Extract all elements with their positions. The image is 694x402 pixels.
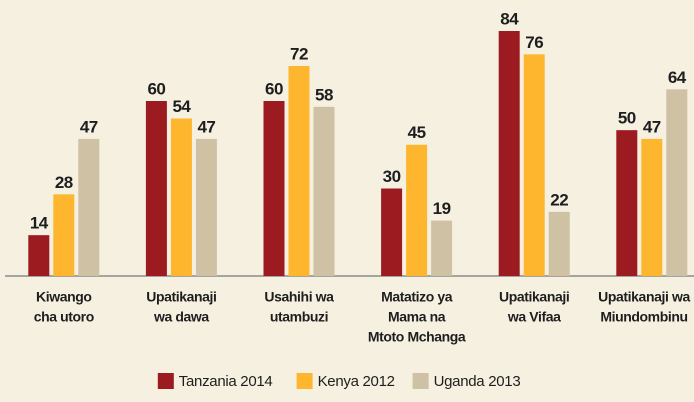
bar — [195, 138, 217, 276]
data-label: 76 — [525, 33, 543, 52]
bar — [498, 31, 520, 276]
bar — [523, 54, 545, 277]
data-label: 14 — [30, 214, 49, 233]
bar — [263, 101, 285, 276]
bar — [666, 89, 688, 276]
bar — [431, 220, 453, 276]
legend-label: Uganda 2013 — [434, 373, 521, 390]
legend-swatch — [296, 373, 313, 389]
x-tick-label: wa Vifaa — [507, 309, 561, 325]
x-tick-label: Mama na — [388, 309, 446, 325]
bar — [288, 66, 310, 276]
data-label: 19 — [433, 199, 451, 218]
bar — [145, 101, 167, 276]
x-tick-label: Kiwango — [36, 289, 92, 305]
data-label: 60 — [265, 79, 283, 98]
data-label: 47 — [80, 117, 98, 136]
x-tick-label: Mtoto Mchanga — [368, 329, 466, 345]
bar — [170, 118, 192, 276]
data-label: 84 — [500, 9, 519, 28]
x-tick-label: Upatikanaji — [499, 289, 569, 305]
data-label: 58 — [315, 85, 333, 104]
x-tick-label: utambuzi — [270, 309, 328, 325]
bar — [53, 194, 75, 276]
data-label: 60 — [147, 79, 165, 98]
data-label: 54 — [172, 97, 191, 116]
data-label: 47 — [197, 117, 215, 136]
x-tick-label: Upatikanaji — [146, 289, 216, 305]
x-tick-label: cha utoro — [34, 309, 94, 325]
bar — [406, 144, 428, 276]
data-label: 47 — [643, 117, 661, 136]
x-tick-label: Usahihi wa — [264, 289, 334, 305]
legend-label: Kenya 2012 — [318, 373, 395, 390]
data-label: 50 — [618, 109, 636, 128]
bar — [641, 138, 663, 276]
legend-label: Tanzania 2014 — [179, 373, 273, 390]
bar — [381, 188, 403, 276]
x-tick-label: Matatizo ya — [381, 289, 453, 305]
bar — [28, 235, 50, 276]
bar — [313, 106, 335, 276]
legend-swatch — [157, 373, 174, 389]
data-label: 30 — [383, 167, 401, 186]
legend-swatch — [412, 373, 429, 389]
x-tick-label: wa dawa — [153, 309, 209, 325]
data-label: 72 — [290, 44, 308, 63]
bar — [78, 138, 100, 276]
bar — [616, 130, 638, 276]
x-tick-label: Upatikanaji wa — [598, 289, 690, 305]
data-label: 64 — [668, 68, 687, 87]
bar — [548, 211, 570, 276]
data-label: 45 — [408, 123, 426, 142]
data-label: 22 — [550, 190, 568, 209]
x-tick-label: Miundombinu — [600, 309, 687, 325]
data-label: 28 — [55, 173, 73, 192]
